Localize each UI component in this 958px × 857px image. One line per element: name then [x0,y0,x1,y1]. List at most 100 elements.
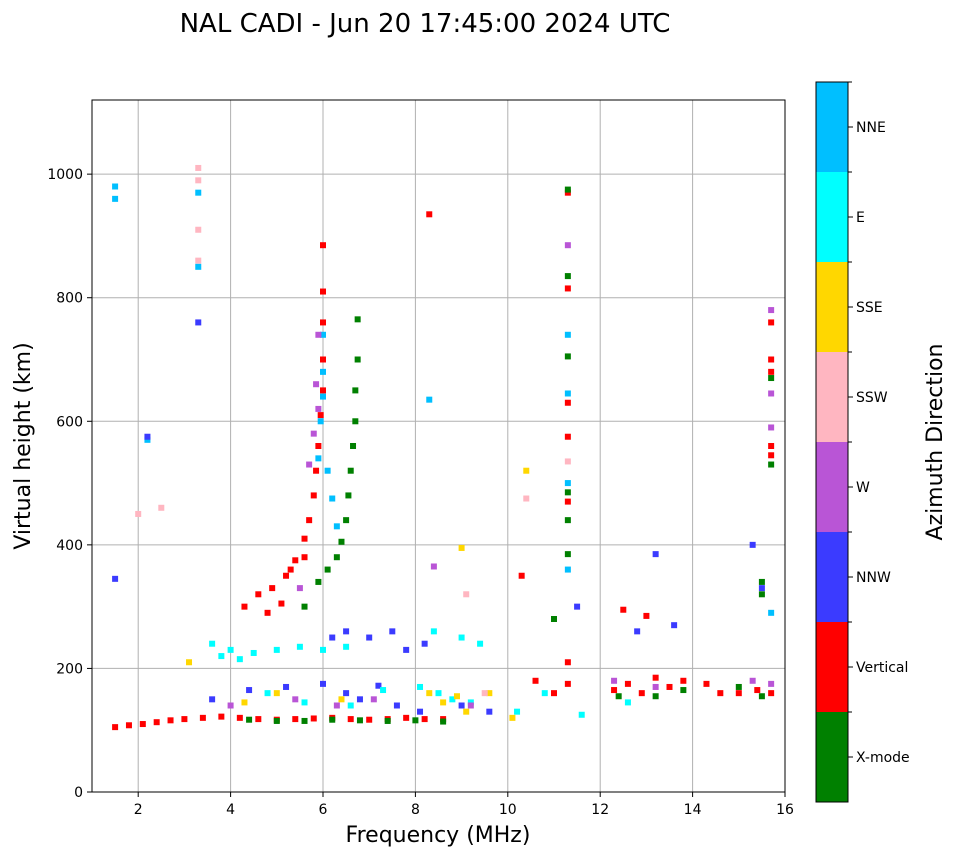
echo-point [227,646,234,653]
echo-point [578,711,585,718]
echo-point [380,687,387,694]
echo-point [518,572,525,579]
echo-point [393,702,400,709]
echo-point [366,716,373,723]
x-axis-label: Frequency (MHz) [346,823,531,848]
colorbar-frame [815,81,849,803]
echo-point [564,285,571,292]
echo-point [758,591,765,598]
echo-point [620,606,627,613]
echo-point [532,677,539,684]
y-tick-label: 200 [56,661,83,677]
echo-point [634,628,641,635]
echo-point [347,716,354,723]
echo-point [347,702,354,709]
echo-point [551,616,557,622]
echo-point [343,628,350,635]
echo-point [246,716,253,723]
echo-point [255,716,262,723]
colorbar-segment [816,352,848,442]
echo-point [236,714,243,721]
echo-point [317,418,324,425]
y-axis-label: Virtual height (km) [11,342,36,549]
echo-point [758,585,765,592]
echo-point [292,696,299,703]
echo-point [421,716,428,723]
echo-point [412,717,419,724]
colorbar-segment [816,622,848,712]
echo-point [749,677,756,684]
echo-point [564,186,571,193]
echo-point [768,680,775,687]
echo-point [463,708,470,715]
echo-point [292,557,299,564]
series-f-layer-base-mixed- [209,640,350,663]
echo-point [564,353,571,360]
colorbar-tick-label: W [856,480,870,496]
echo-point [320,288,326,295]
series-sporadic-echoes-w- [227,242,775,709]
echo-point [292,716,299,723]
echo-point [264,609,271,616]
series-near-vertical-blocks-vertical- [426,189,775,697]
echo-point [564,399,571,406]
echo-point [768,690,775,697]
echo-point [333,702,340,709]
echo-point [195,189,202,196]
echo-point [112,575,119,582]
echo-point [310,492,317,499]
echo-point [735,683,742,690]
echo-point [313,467,320,474]
echo-point [278,600,285,607]
echo-point [324,467,331,474]
echo-point [523,495,530,502]
echo-point [564,659,571,666]
x-tick-label: 10 [499,802,517,818]
colorbar-tick-label: NNE [856,120,886,136]
echo-point [320,646,326,653]
echo-point [514,708,521,715]
echo-point [195,177,202,184]
x-tick-label: 14 [684,802,702,818]
x-tick-label: 2 [134,802,143,818]
echo-point [435,690,442,697]
echo-point [310,715,317,722]
echo-point [301,554,308,561]
echo-point [523,467,530,474]
echo-point [366,634,373,641]
echo-point [301,699,308,706]
echo-point [564,498,571,505]
echo-point [477,640,484,647]
echo-point [227,702,234,709]
echo-point [430,563,437,570]
echo-point [680,677,687,684]
echo-point [574,603,581,610]
series-sporadic-echoes-e- [264,628,631,718]
colorbar: X-mode Vertical NNW W SSW SSE E NNE [815,81,910,803]
echo-point [329,495,336,502]
echo-point [343,643,350,650]
echo-point [313,381,320,388]
echo-point [703,680,710,687]
echo-point [652,693,659,700]
echo-point [144,433,151,440]
echo-point [273,646,280,653]
echo-point [754,687,761,694]
echo-point [306,517,313,524]
series-f-region-trace-nne-e- [315,331,340,530]
echo-point [564,458,571,465]
echo-point [717,690,724,697]
colorbar-label: Azimuth Direction [923,343,948,540]
echo-point [315,443,322,449]
echo-point [564,489,571,496]
echo-point [421,640,428,647]
echo-point [315,455,322,462]
echo-point [112,195,119,202]
x-tick-label: 16 [776,802,794,818]
colorbar-segment [816,712,848,802]
plot-area [92,100,785,792]
echo-point [354,356,361,363]
echo-point [652,551,659,558]
colorbar-tick-label: SSE [856,300,883,316]
echo-point [768,368,775,375]
